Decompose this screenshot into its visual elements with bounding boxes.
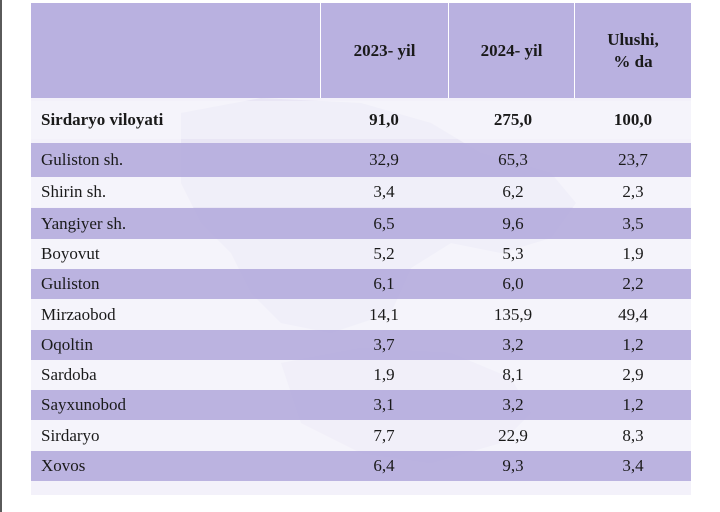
cell-2023: 6,4	[373, 456, 395, 475]
header-2024: 2024- yil	[480, 40, 543, 60]
cell-2023: 5,2	[373, 244, 395, 263]
cell-2023: 6,1	[373, 274, 395, 293]
cell-2024: 135,9	[493, 304, 533, 324]
cell-share: 2,3	[622, 182, 644, 201]
cell-2024: 65,3	[498, 150, 528, 169]
cell-2023: 3,1	[373, 395, 395, 414]
cell-2023: 14,1	[369, 304, 399, 324]
cell-2023: 32,9	[369, 150, 399, 169]
row-name: Sayxunobod	[41, 395, 126, 414]
row-name: Shirin sh.	[41, 182, 107, 201]
table-row: Yangiyer sh. 6,5 9,6 3,5	[31, 208, 691, 239]
cell-share: 1,2	[622, 395, 644, 414]
cell-2024: 275,0	[493, 110, 533, 129]
header-divider	[448, 3, 449, 98]
cell-2023: 91,0	[369, 110, 399, 129]
table-row: Xovos 6,4 9,3 3,4	[31, 451, 691, 481]
row-name: Xovos	[41, 456, 86, 475]
table-row: Mirzaobod 14,1 135,9 49,4	[31, 299, 691, 330]
cell-2023: 3,4	[373, 182, 395, 201]
cell-share: 8,3	[622, 425, 644, 445]
cell-2024: 9,6	[502, 213, 524, 233]
table-row: Guliston sh. 32,9 65,3 23,7	[31, 143, 691, 177]
cell-2023: 7,7	[373, 425, 395, 445]
table-row: Boyovut 5,2 5,3 1,9	[31, 239, 691, 269]
row-name: Yangiyer sh.	[41, 213, 127, 233]
cell-2024: 3,2	[502, 395, 524, 414]
cell-2024: 6,0	[502, 274, 524, 293]
header-divider	[574, 3, 575, 98]
cell-2024: 22,9	[498, 425, 528, 445]
table-row: Sayxunobod 3,1 3,2 1,2	[31, 390, 691, 420]
cell-2024: 3,2	[502, 335, 524, 354]
table-row: Sardoba 1,9 8,1 2,9	[31, 360, 691, 390]
cell-2024: 9,3	[502, 456, 524, 475]
cell-share: 2,9	[622, 365, 644, 384]
table-row: Shirin sh. 3,4 6,2 2,3	[31, 177, 691, 207]
cell-2023: 1,9	[373, 365, 395, 384]
table-row: Guliston 6,1 6,0 2,2	[31, 269, 691, 299]
statistics-table: 2023- yil 2024- yil Ulushi, % da Sirdary…	[31, 3, 691, 495]
row-name: Sirdaryo viloyati	[41, 110, 164, 129]
cell-share: 3,5	[622, 213, 644, 233]
header-share: Ulushi, % da	[607, 29, 659, 71]
cell-share: 100,0	[613, 110, 653, 129]
row-name: Oqoltin	[41, 335, 93, 354]
cell-2023: 6,5	[373, 213, 395, 233]
cell-share: 49,4	[618, 304, 648, 324]
table-row-total: Sirdaryo viloyati 91,0 275,0 100,0	[31, 101, 691, 139]
page-edge-line	[0, 0, 2, 512]
table-row: Oqoltin 3,7 3,2 1,2	[31, 330, 691, 360]
row-name: Guliston	[41, 274, 100, 293]
table-row: Sirdaryo 7,7 22,9 8,3	[31, 420, 691, 451]
cell-share: 2,2	[622, 274, 644, 293]
cell-2024: 5,3	[502, 244, 524, 263]
cell-2024: 6,2	[502, 182, 524, 201]
cell-2024: 8,1	[502, 365, 524, 384]
cell-share: 1,9	[622, 244, 644, 263]
cell-share: 1,2	[622, 335, 644, 354]
row-name: Boyovut	[41, 244, 100, 263]
row-name: Sardoba	[41, 365, 97, 384]
cell-share: 23,7	[618, 150, 648, 169]
row-name: Mirzaobod	[41, 304, 116, 324]
header-2023: 2023- yil	[353, 40, 416, 60]
cell-share: 3,4	[622, 456, 644, 475]
cell-2023: 3,7	[373, 335, 395, 354]
table-header: 2023- yil 2024- yil Ulushi, % da	[31, 3, 691, 98]
row-name: Guliston sh.	[41, 150, 124, 169]
header-divider	[320, 3, 321, 98]
row-name: Sirdaryo	[41, 425, 100, 445]
